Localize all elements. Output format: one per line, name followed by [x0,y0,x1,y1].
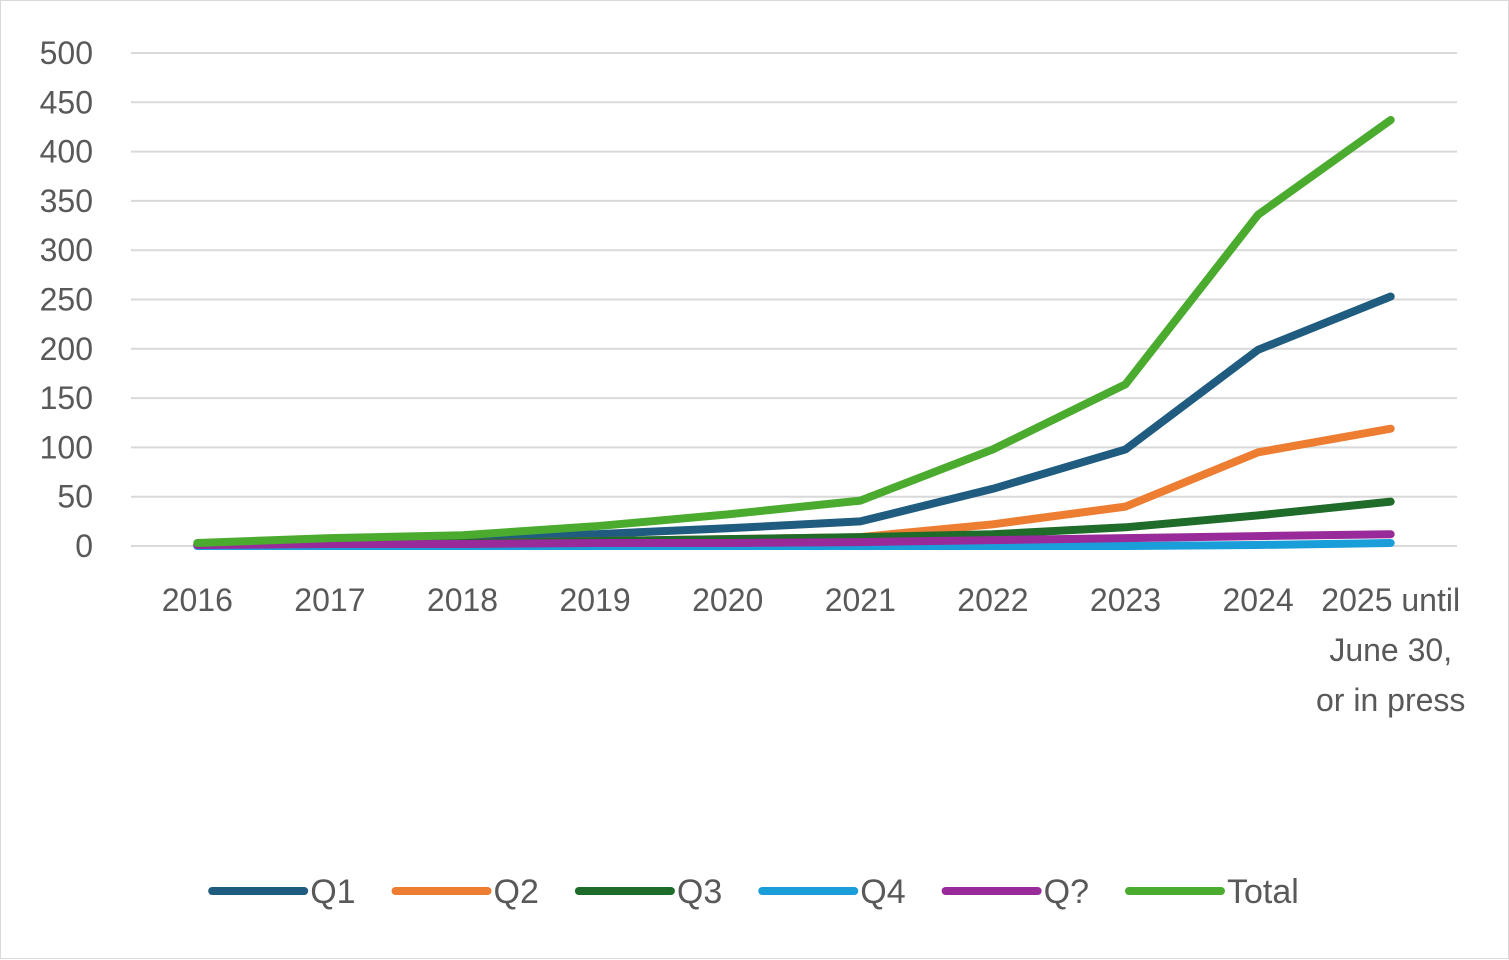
y-tick-label: 50 [57,479,93,515]
y-tick-label: 200 [40,331,93,367]
y-tick-label: 150 [40,380,93,416]
series-line-total [193,116,1395,547]
legend-label: Q3 [677,873,722,911]
x-tick-label: 2024 [1223,582,1294,618]
y-tick-label: 250 [40,282,93,318]
legend-item-q2: Q2 [391,873,539,911]
legend-item-q4: Q4 [758,873,906,911]
legend-label: Q? [1044,873,1089,911]
y-tick-label: 100 [40,429,93,465]
y-tick-label: 500 [40,35,93,71]
y-tick-label: 300 [40,232,93,268]
legend-item-q1: Q1 [208,873,356,911]
y-tick-label: 350 [40,183,93,219]
gridlines [131,52,1457,547]
legend-label: Q4 [860,873,905,911]
legend-item-qx: Q? [941,873,1089,911]
legend-label: Q2 [494,873,539,911]
series-line-qx [193,530,1395,549]
y-axis-ticks: 0 50 100 150 200 250 300 350 400 450 500 [40,35,93,564]
legend-item-total: Total [1124,873,1299,911]
x-tick-label: 2021 [825,582,896,618]
x-tick-label: 2016 [162,582,233,618]
legend: Q1 Q2 Q3 Q4 Q? Total [208,873,1299,911]
x-tick-label: 2022 [957,582,1028,618]
x-axis-ticks: 2016 2017 2018 2019 2020 2021 2022 2023 2024 2025… [162,582,1466,718]
y-tick-label: 450 [40,84,93,120]
legend-label: Q1 [310,873,355,911]
legend-item-q3: Q3 [574,873,722,911]
x-tick-label: 2025 until June 30, or in press [1316,582,1465,718]
series-lines [193,116,1395,550]
y-tick-label: 400 [40,134,93,170]
legend-label: Total [1227,873,1299,911]
x-tick-label: 2020 [692,582,763,618]
x-tick-label: 2018 [427,582,498,618]
x-tick-label: 2019 [560,582,631,618]
x-tick-label: 2017 [294,582,365,618]
y-tick-label: 0 [75,528,93,564]
x-tick-label: 2023 [1090,582,1161,618]
